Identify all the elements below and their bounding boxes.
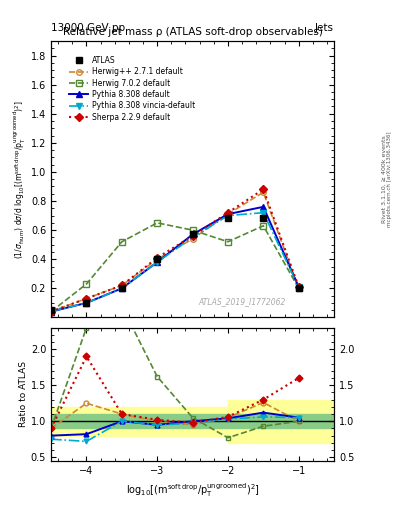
Text: 13000 GeV pp: 13000 GeV pp (51, 23, 125, 33)
X-axis label: log$_{10}$[(m$^{\mathrm{soft\,drop}}$/p$_\mathrm{T}^{\mathrm{ungroomed}}$)$^2$]: log$_{10}$[(m$^{\mathrm{soft\,drop}}$/p$… (126, 481, 259, 499)
Text: Jets: Jets (315, 23, 334, 33)
Text: Rivet 3.1.10, ≥ 400k events: Rivet 3.1.10, ≥ 400k events (382, 135, 387, 223)
Y-axis label: Ratio to ATLAS: Ratio to ATLAS (19, 361, 28, 427)
Text: ATLAS_2019_I1772062: ATLAS_2019_I1772062 (198, 297, 286, 306)
Title: Relative jet mass ρ (ATLAS soft-drop observables): Relative jet mass ρ (ATLAS soft-drop obs… (62, 28, 323, 37)
Y-axis label: $(1/\sigma_{\mathrm{fsum}})$ d$\sigma$/d log$_{10}$[(m$^{\mathrm{soft\,drop}}$/p: $(1/\sigma_{\mathrm{fsum}})$ d$\sigma$/d… (12, 100, 28, 259)
Legend: ATLAS, Herwig++ 2.7.1 default, Herwig 7.0.2 default, Pythia 8.308 default, Pythi: ATLAS, Herwig++ 2.7.1 default, Herwig 7.… (66, 53, 198, 124)
Text: mcplots.cern.ch [arXiv:1306.3436]: mcplots.cern.ch [arXiv:1306.3436] (387, 132, 392, 227)
